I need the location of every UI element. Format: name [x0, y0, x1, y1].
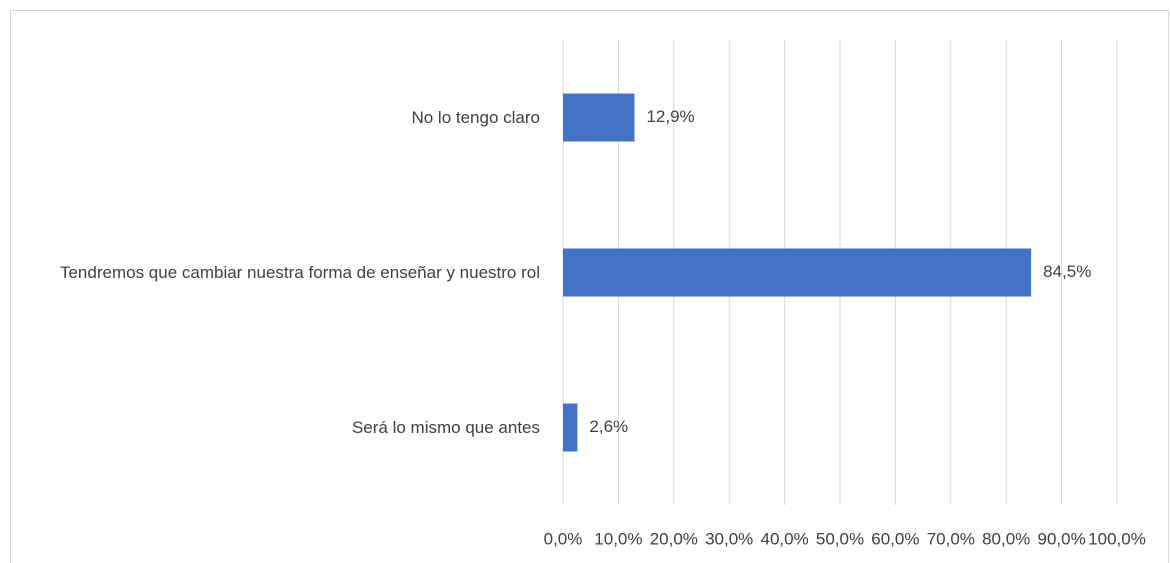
bar [563, 93, 635, 142]
x-tick-label: 10,0% [594, 529, 642, 548]
data-label: 12,9% [646, 107, 694, 126]
x-tick-label: 90,0% [1037, 529, 1085, 548]
bar [563, 248, 1032, 297]
data-label: 84,5% [1043, 262, 1091, 281]
x-tick-label: 20,0% [650, 529, 698, 548]
x-tick-label: 50,0% [816, 529, 864, 548]
x-tick-label: 40,0% [760, 529, 808, 548]
x-tick-label: 70,0% [927, 529, 975, 548]
y-tick-label: No lo tengo claro [411, 107, 540, 127]
x-tick-label: 100,0% [1088, 529, 1146, 548]
y-tick-label: Será lo mismo que antes [351, 417, 540, 437]
x-tick-label: 60,0% [871, 529, 919, 548]
y-tick-label: Tendremos que cambiar nuestra forma de e… [59, 262, 540, 282]
chart-border [10, 10, 1169, 563]
bar [563, 403, 578, 452]
x-tick-label: 30,0% [705, 529, 753, 548]
x-tick-label: 0,0% [544, 529, 583, 548]
data-label: 2,6% [589, 417, 628, 436]
x-tick-label: 80,0% [982, 529, 1030, 548]
